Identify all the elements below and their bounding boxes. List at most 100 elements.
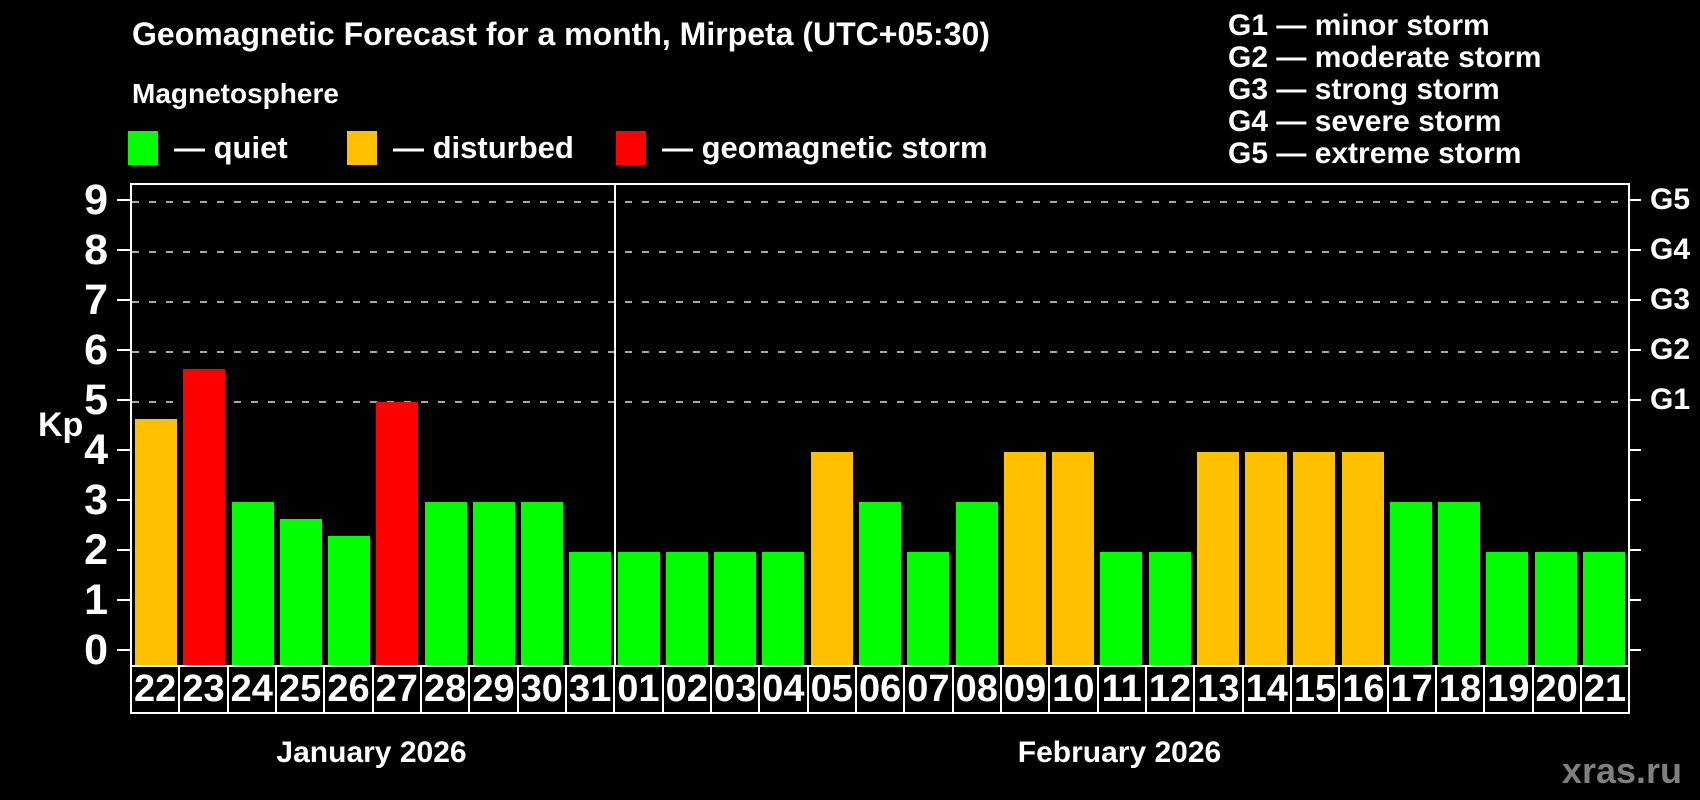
day-label-cell-23: 23 <box>178 665 229 714</box>
kp-bar-day-20 <box>1534 552 1577 669</box>
day-label-cell-01: 01 <box>613 665 664 714</box>
day-label-cell-26: 26 <box>323 665 374 714</box>
legend-item-disturbed: — disturbed <box>347 130 574 165</box>
kp-bar-day-15 <box>1293 452 1336 669</box>
g-scale-legend: G1 — minor storm G2 — moderate storm G3 … <box>1228 10 1541 170</box>
y-tick-label-3: 3 <box>84 476 108 524</box>
gridline-kp-5 <box>132 401 1628 403</box>
day-label-cell-17: 17 <box>1386 665 1437 714</box>
y-tick-label-6: 6 <box>84 326 108 374</box>
g-axis-label-g4: G4 <box>1650 233 1691 266</box>
day-label-cell-14: 14 <box>1241 665 1292 714</box>
y-axis-title-kp: Kp <box>38 406 84 444</box>
day-label-cell-07: 07 <box>903 665 954 714</box>
kp-bar-day-19 <box>1486 552 1529 669</box>
kp-bar-day-18 <box>1438 502 1481 669</box>
y-tick-right-4 <box>1628 449 1641 451</box>
kp-bar-day-11 <box>1100 552 1143 669</box>
g-axis-label-g1: G1 <box>1650 383 1691 416</box>
y-tick-left-6 <box>117 349 130 351</box>
gridline-kp-7 <box>132 301 1628 303</box>
kp-bar-day-05 <box>810 452 853 669</box>
y-tick-right-5 <box>1628 399 1641 401</box>
y-tick-right-0 <box>1628 649 1641 651</box>
kp-bar-day-28 <box>424 502 467 669</box>
day-label-cell-05: 05 <box>806 665 857 714</box>
kp-bar-day-26 <box>328 535 371 669</box>
day-label-cell-03: 03 <box>709 665 761 714</box>
day-label-cell-30: 30 <box>516 665 567 714</box>
y-tick-left-0 <box>117 649 130 651</box>
legend-item-quiet: — quiet <box>128 130 288 165</box>
kp-bar-day-21 <box>1582 552 1625 669</box>
kp-bar-day-01 <box>617 552 660 669</box>
y-tick-left-4 <box>117 449 130 451</box>
plot-area <box>130 183 1630 671</box>
kp-bar-day-10 <box>1052 452 1095 669</box>
y-tick-left-3 <box>117 499 130 501</box>
kp-bar-day-27 <box>376 402 419 669</box>
watermark-xras: xras.ru <box>1561 750 1682 791</box>
kp-bar-day-16 <box>1341 452 1384 669</box>
month-label-january: January 2026 <box>276 736 467 769</box>
chart-subtitle: Magnetosphere <box>132 78 339 109</box>
chart-title: Geomagnetic Forecast for a month, Mirpet… <box>132 16 990 52</box>
kp-bar-day-02 <box>665 552 708 669</box>
gridline-kp-6 <box>132 351 1628 353</box>
day-label-cell-20: 20 <box>1531 665 1582 714</box>
g-axis-label-g3: G3 <box>1650 283 1691 316</box>
y-tick-right-3 <box>1628 499 1641 501</box>
day-label-cell-11: 11 <box>1096 665 1147 714</box>
day-label-cell-06: 06 <box>854 665 906 714</box>
day-label-cell-22: 22 <box>130 665 181 714</box>
day-label-cell-13: 13 <box>1193 665 1244 714</box>
day-label-cell-15: 15 <box>1289 665 1341 714</box>
g-legend-line-g5: G5 — extreme storm <box>1228 137 1522 170</box>
kp-bar-day-12 <box>1148 552 1191 669</box>
kp-bar-day-29 <box>472 502 515 669</box>
day-label-cell-04: 04 <box>758 665 809 714</box>
kp-bar-day-03 <box>714 552 757 669</box>
y-tick-left-9 <box>117 199 130 201</box>
y-tick-label-5: 5 <box>84 376 108 424</box>
month-separator-line <box>613 185 616 669</box>
g-legend-line-g2: G2 — moderate storm <box>1228 41 1542 74</box>
kp-bar-day-07 <box>907 552 950 669</box>
kp-bar-day-22 <box>135 418 178 669</box>
day-label-cell-29: 29 <box>468 665 519 714</box>
day-label-cell-10: 10 <box>1048 665 1099 714</box>
storm-color-swatch <box>616 131 646 165</box>
legend-label-disturbed: — disturbed <box>393 130 574 165</box>
y-tick-label-1: 1 <box>84 576 108 624</box>
day-label-cell-21: 21 <box>1579 665 1631 714</box>
y-tick-left-7 <box>117 299 130 301</box>
kp-bar-day-30 <box>521 502 564 669</box>
kp-bar-day-13 <box>1196 452 1239 669</box>
kp-bar-day-09 <box>1003 452 1046 669</box>
y-tick-label-0: 0 <box>84 626 108 674</box>
y-tick-right-2 <box>1628 549 1641 551</box>
day-label-cell-19: 19 <box>1483 665 1534 714</box>
y-tick-left-5 <box>117 399 130 401</box>
kp-bar-day-04 <box>762 552 805 669</box>
day-labels-row: 22 23 24 25 26 27 28 29 30 31 01 02 03 04 05 06 07 08 09 10… <box>130 665 1631 714</box>
y-tick-left-1 <box>117 599 130 601</box>
g-axis-label-g2: G2 <box>1650 333 1691 366</box>
kp-bar-day-17 <box>1389 502 1432 669</box>
kp-bar-day-25 <box>279 518 322 669</box>
day-label-cell-08: 08 <box>951 665 1002 714</box>
y-tick-right-1 <box>1628 599 1641 601</box>
g-legend-line-g1: G1 — minor storm <box>1228 9 1490 42</box>
y-tick-label-7: 7 <box>84 276 108 324</box>
y-axis-right-g-scale: G1 G2 G3 G4 G5 <box>1626 183 1700 671</box>
kp-bar-day-31 <box>569 552 612 669</box>
legend-label-storm: — geomagnetic storm <box>662 130 988 165</box>
y-tick-label-9: 9 <box>84 176 108 224</box>
kp-bar-day-08 <box>955 502 998 669</box>
month-label-february: February 2026 <box>1017 736 1222 769</box>
y-tick-right-9 <box>1628 199 1641 201</box>
day-label-cell-27: 27 <box>371 665 422 714</box>
disturbed-color-swatch <box>347 131 377 165</box>
kp-bar-day-24 <box>231 502 274 669</box>
